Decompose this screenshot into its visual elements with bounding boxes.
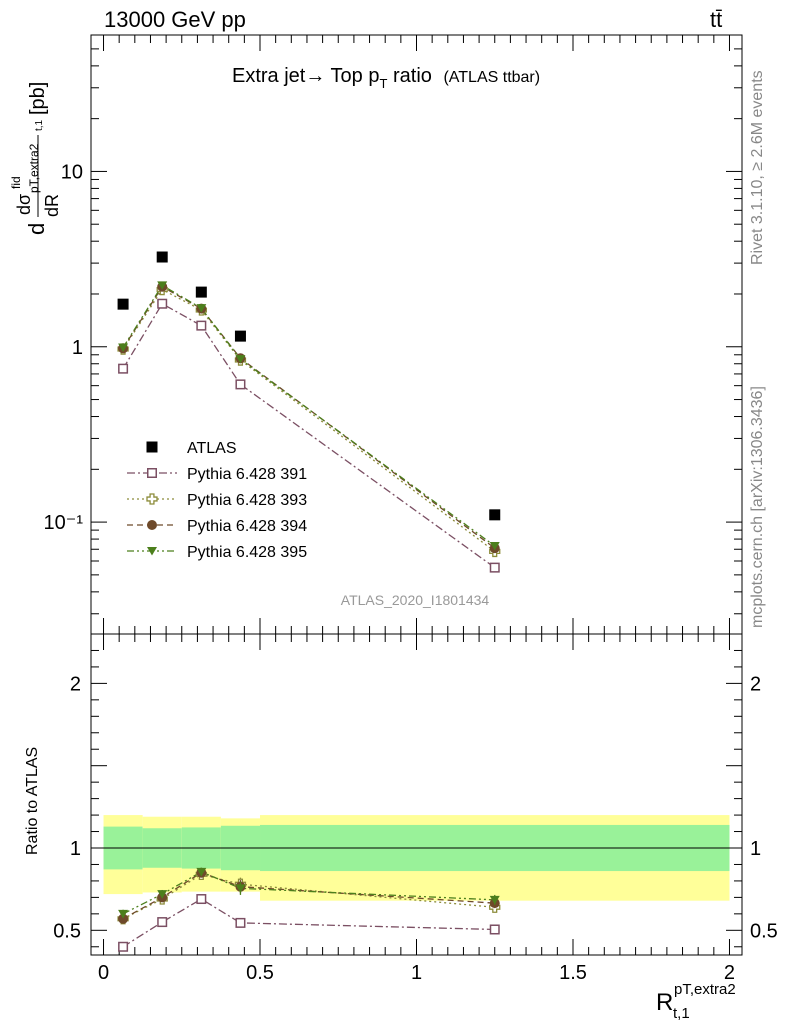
data-point xyxy=(489,895,500,905)
x-axis-label: R pT,extra2 t,1 xyxy=(656,981,736,1022)
svg-text:fid: fid xyxy=(9,176,23,189)
data-point xyxy=(118,913,129,924)
svg-text:Extra jet→ Top pT ratio: Extra jet→ Top pT ratio (ATLAS ttbar) xyxy=(232,65,540,91)
ratio-plot: 0.5 0.5 1 1 2 2 0 0.5 1 1.5 2 xyxy=(53,633,778,984)
svg-text:t,1: t,1 xyxy=(673,1005,690,1022)
data-point xyxy=(489,542,500,551)
data-point xyxy=(489,924,500,935)
legend-marker xyxy=(147,468,157,478)
analysis-tag: ATLAS_2020_I1801434 xyxy=(341,592,490,608)
data-point xyxy=(196,304,207,313)
process-label: tt̄ xyxy=(710,7,722,32)
y-tick-label: 1 xyxy=(70,838,81,860)
y-tick-label-right: 1 xyxy=(750,838,761,860)
legend-marker xyxy=(146,493,158,505)
x-tick-label: 0.5 xyxy=(246,962,274,984)
legend-marker xyxy=(147,520,157,530)
series-line xyxy=(122,898,495,948)
title-small: (ATLAS ttbar) xyxy=(443,69,540,86)
legend-label: Pythia 6.428 393 xyxy=(187,492,307,509)
y-tick-label: 0.5 xyxy=(53,920,81,942)
svg-text:dR: dR xyxy=(42,194,62,217)
legend-marker xyxy=(146,441,158,453)
data-point xyxy=(118,363,129,374)
data-point xyxy=(489,562,500,573)
data-point xyxy=(196,867,207,877)
svg-text:t,1: t,1 xyxy=(34,119,45,131)
data-point xyxy=(156,251,168,263)
data-point xyxy=(196,320,207,331)
series-line xyxy=(122,285,496,549)
title-main: Extra jet→ Top p xyxy=(232,65,379,87)
legend-label: ATLAS xyxy=(187,440,237,457)
data-point xyxy=(118,941,129,952)
data-point xyxy=(118,343,129,353)
legend-label: Pythia 6.428 391 xyxy=(187,466,307,483)
data-point xyxy=(235,917,246,928)
x-tick-label: 1.5 xyxy=(559,962,587,984)
series-line xyxy=(122,288,496,552)
ratio-y-label: Ratio to ATLAS xyxy=(24,747,41,855)
series-line xyxy=(122,284,496,547)
svg-text:dσ: dσ xyxy=(14,194,34,215)
y-tick-label: 2 xyxy=(70,673,81,695)
y-tick-label-right: 0.5 xyxy=(750,920,778,942)
x-tick-label: 2 xyxy=(724,962,735,984)
svg-text:[pb]: [pb] xyxy=(27,82,49,115)
legend: ATLAS Pythia 6.428 391 Pythia 6.428 393 Pyt… xyxy=(127,440,307,561)
energy-label: 13000 GeV pp xyxy=(104,7,246,32)
data-point xyxy=(117,298,129,310)
main-y-label: d dσ fid pT,extra2 t,1 dR [pb] xyxy=(9,82,62,235)
y-tick-label: 10⁻¹ xyxy=(44,512,84,534)
data-point xyxy=(235,884,246,893)
series-line xyxy=(122,302,496,569)
data-point xyxy=(234,330,246,342)
svg-text:pT,extra2: pT,extra2 xyxy=(27,143,41,193)
series-line xyxy=(122,871,495,915)
data-point xyxy=(118,909,129,919)
legend-marker xyxy=(147,547,157,556)
main-title: Extra jet→ Top pT ratio (ATLAS ttbar) xyxy=(232,65,540,91)
svg-text:d: d xyxy=(24,223,49,235)
mcplots-label: mcplots.cern.ch [arXiv:1306.3436] xyxy=(749,386,766,628)
legend-label: Pythia 6.428 395 xyxy=(187,544,307,561)
x-tick-label: 0 xyxy=(98,962,109,984)
data-point xyxy=(235,355,246,364)
rivet-label: Rivet 3.1.10, ≥ 2.6M events xyxy=(749,70,766,265)
y-tick-label-right: 2 xyxy=(750,673,761,695)
main-plot: 10⁻¹ 1 10 xyxy=(44,34,743,635)
x-tick-label: 1 xyxy=(411,962,422,984)
data-point xyxy=(157,917,168,928)
data-point xyxy=(196,894,207,905)
svg-text:R: R xyxy=(656,989,673,1016)
y-tick-label: 1 xyxy=(72,337,83,359)
data-point xyxy=(157,281,168,290)
data-point xyxy=(235,379,246,390)
y-tick-label: 10 xyxy=(61,161,83,183)
data-point xyxy=(157,890,168,899)
title-subscript: T xyxy=(379,76,387,91)
legend-label: Pythia 6.428 394 xyxy=(187,518,307,535)
svg-text:pT,extra2: pT,extra2 xyxy=(674,981,736,998)
title-tail: ratio xyxy=(387,65,431,87)
data-point xyxy=(195,286,207,298)
data-point xyxy=(489,509,501,521)
data-point xyxy=(157,298,168,309)
